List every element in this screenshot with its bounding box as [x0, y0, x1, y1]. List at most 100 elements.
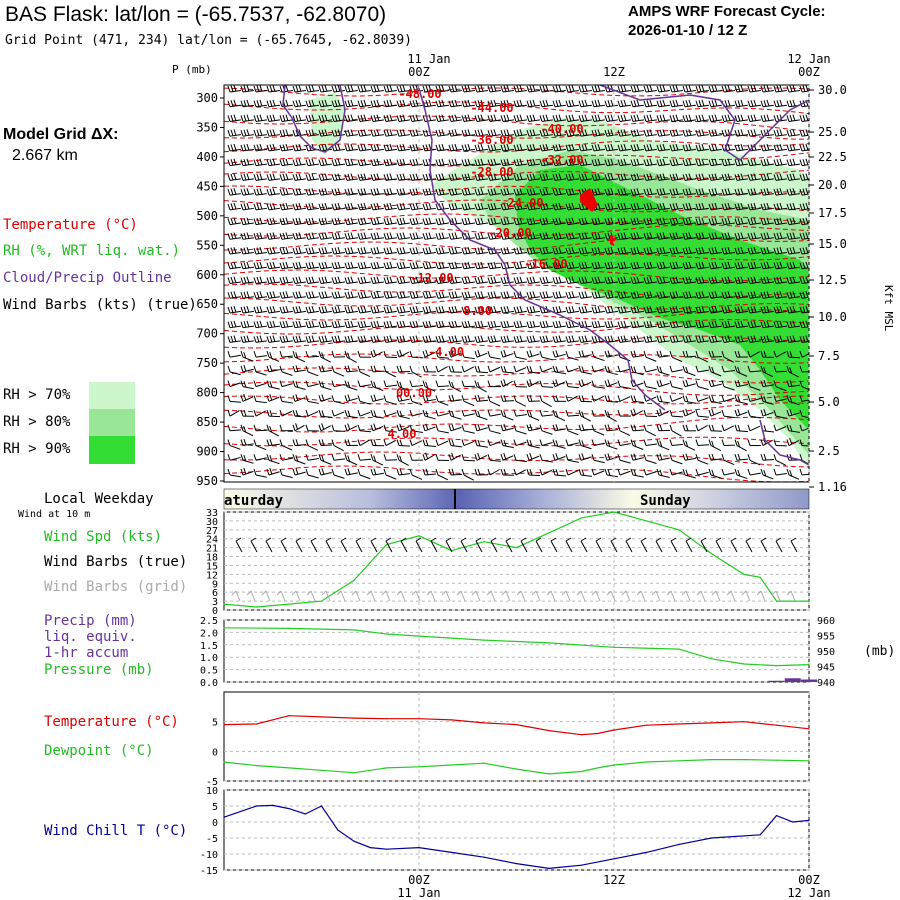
panel-y-tick: 0: [212, 818, 218, 829]
wind-barb: [396, 129, 410, 137]
wind-barb: [487, 158, 501, 167]
surface-wind-barb: [505, 537, 513, 553]
wind-barb: [318, 454, 332, 465]
wind-barb: [773, 202, 787, 211]
wind-barb: [422, 349, 436, 358]
wind-barb: [565, 305, 579, 314]
dewpoint-series-point: [515, 768, 518, 770]
wind-barb: [643, 261, 657, 270]
dewpoint-label: Dewpoint (°C): [44, 743, 154, 759]
wind-barb: [708, 85, 722, 93]
wind-barb: [721, 380, 735, 391]
wind-barb: [305, 468, 319, 479]
wind-barb: [396, 305, 410, 314]
wind-barb: [630, 261, 644, 270]
wind-barb: [682, 379, 696, 388]
wind-barb: [799, 350, 809, 358]
wind-barb: [721, 365, 735, 373]
wind-chill-series-point: [320, 805, 323, 807]
wind-barb: [630, 173, 644, 181]
wind-barb: [695, 409, 709, 418]
wind-barb: [461, 158, 475, 167]
wind-barb: [526, 350, 540, 358]
wind-barb: [461, 291, 475, 299]
wind-barb: [682, 335, 696, 343]
wind-barb: [760, 350, 775, 358]
isotherm-line: [224, 115, 809, 132]
surface-wind-barb-grid: [366, 590, 376, 602]
isotherm-line: [224, 224, 809, 237]
wind-barb: [435, 114, 449, 122]
wind-barb: [396, 232, 410, 240]
wind-barb: [656, 395, 670, 404]
wind-barb: [266, 409, 281, 418]
wind-barb: [773, 129, 787, 137]
wind-barb: [773, 85, 787, 93]
surface-wind-barb: [385, 537, 393, 553]
wind-barb: [799, 188, 809, 196]
wind-barb: [357, 305, 371, 314]
wind-barb: [578, 305, 592, 314]
wind-barb: [279, 291, 293, 299]
wind-barbs-true-label: Wind Barbs (true): [44, 554, 188, 570]
wind-barb: [552, 188, 566, 196]
wind-barb: [435, 439, 449, 446]
wind-barb: [708, 335, 722, 343]
wind-barb: [526, 452, 540, 461]
isotherm-label: -40.00: [540, 122, 583, 136]
wind-speed-series: [223, 511, 809, 608]
wind-barb: [526, 129, 540, 137]
wind-barb: [253, 173, 267, 181]
wind-barb: [448, 158, 462, 167]
wind-barb: [721, 335, 735, 343]
wind-barb: [721, 143, 735, 152]
wind-barb: [357, 232, 371, 240]
wind-barb: [578, 409, 592, 422]
wind-barb: [513, 202, 527, 211]
wind-barb: [227, 158, 241, 167]
wind-barb: [435, 468, 449, 481]
wind-barb: [292, 439, 307, 447]
isotherm-line: [224, 436, 809, 447]
wind-barb: [617, 305, 631, 314]
wind-barb: [344, 232, 358, 240]
wind-barb: [526, 276, 540, 284]
wind-barb: [799, 232, 809, 240]
wind-barb: [279, 247, 293, 255]
wind-barb: [487, 85, 501, 93]
wind-barb: [435, 158, 449, 167]
wind-barb: [760, 202, 774, 211]
panel-y-tick: 9: [212, 579, 218, 590]
legend-cloud: Cloud/Precip Outline: [3, 270, 172, 286]
wind-chill-series-point: [759, 834, 761, 836]
wind-chill-series-point: [678, 843, 680, 846]
top-time-label: 00Z: [798, 65, 820, 79]
wind-barb: [409, 232, 423, 240]
wind-barb: [344, 143, 358, 152]
surface-wind-barb: [700, 537, 708, 553]
wind-barb: [370, 114, 384, 122]
wind-barb: [539, 143, 553, 152]
wind-barb: [292, 320, 306, 329]
wind-barb: [487, 173, 501, 181]
wind-barb: [682, 114, 696, 122]
wind-barb: [279, 276, 293, 284]
wind-barb: [565, 188, 579, 196]
wind-barb: [422, 291, 436, 299]
isotherm-labels: -48.00-44.00-40.00-36.00-32.00-28.00-24.…: [388, 87, 584, 441]
wind-barb: [721, 291, 735, 299]
wind-barb: [539, 114, 553, 122]
wind-barb: [448, 261, 462, 270]
wind-barb: [409, 365, 422, 378]
wind-barb: [266, 305, 280, 314]
wind-barb: [656, 173, 670, 181]
wind-barb: [760, 188, 774, 196]
wind-barb: [760, 261, 774, 270]
wind-barb: [383, 173, 397, 181]
wind-barb: [422, 173, 436, 181]
panel-y-tick: 2.5: [200, 616, 218, 627]
time-grid: [418, 85, 810, 482]
wind-barb: [604, 320, 618, 329]
wind-barb: [539, 439, 553, 447]
